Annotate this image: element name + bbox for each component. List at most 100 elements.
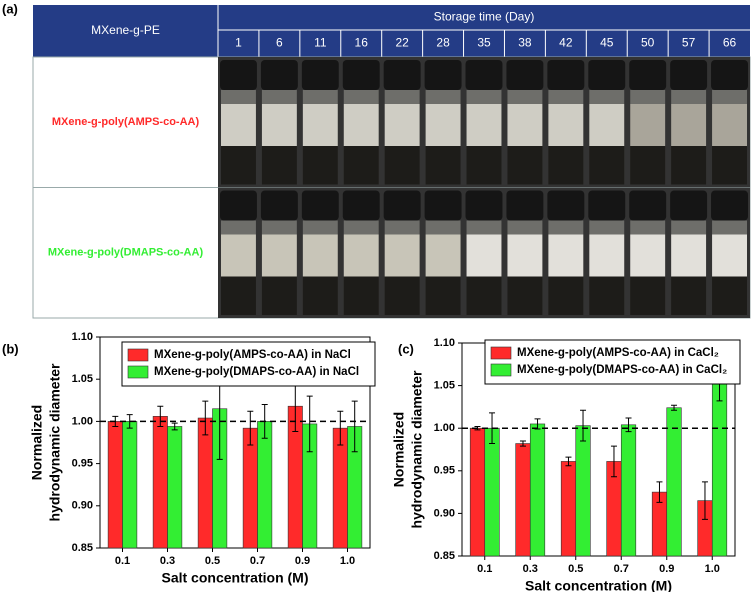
day-label: 38 bbox=[518, 36, 532, 50]
plot-frame bbox=[99, 336, 371, 549]
vial-liquid bbox=[712, 276, 747, 315]
vial-cap bbox=[260, 60, 298, 90]
bar bbox=[152, 416, 168, 549]
vial-liquid bbox=[507, 276, 543, 315]
vial-liquid bbox=[261, 146, 297, 185]
vial-liquid bbox=[425, 276, 461, 315]
vial-cap bbox=[547, 60, 585, 90]
vial-liquid bbox=[589, 146, 625, 185]
error-bar bbox=[625, 417, 632, 433]
legend-swatch bbox=[490, 363, 512, 377]
vial-headspace bbox=[302, 234, 338, 277]
y-tick-label: 1.10 bbox=[434, 337, 455, 349]
vial-headspace bbox=[343, 104, 379, 146]
vial-liquid bbox=[384, 146, 420, 185]
vial-headspace bbox=[712, 234, 747, 277]
x-tick-label: 1.0 bbox=[705, 563, 720, 575]
vial-neck bbox=[221, 220, 256, 235]
row-label: MXene-g-poly(DMAPS-co-AA) bbox=[48, 247, 204, 259]
error-bar bbox=[671, 404, 678, 411]
y-tick-label: 1.05 bbox=[72, 373, 93, 385]
bar bbox=[575, 425, 591, 557]
vial-neck bbox=[302, 220, 338, 235]
vial-cap bbox=[342, 190, 380, 221]
vial-neck bbox=[343, 90, 379, 104]
legend-swatch bbox=[127, 348, 149, 362]
vial-headspace bbox=[589, 104, 625, 146]
vial-headspace bbox=[261, 234, 297, 277]
y-axis-label: hydrodynamic diameter bbox=[409, 370, 425, 528]
vial-cap bbox=[220, 60, 257, 90]
vial-neck bbox=[630, 90, 666, 104]
day-label: 22 bbox=[395, 36, 409, 50]
panel-label: (b) bbox=[2, 341, 19, 356]
x-tick-label: 0.7 bbox=[614, 563, 629, 575]
x-tick-label: 0.3 bbox=[160, 555, 175, 567]
day-label: 16 bbox=[355, 36, 369, 50]
vial-liquid bbox=[221, 276, 256, 315]
error-bar bbox=[351, 400, 358, 453]
x-tick-label: 0.1 bbox=[115, 555, 130, 567]
vial-neck bbox=[589, 220, 625, 235]
vial-headspace bbox=[466, 104, 502, 146]
vial-cap bbox=[424, 60, 462, 90]
x-tick-label: 0.3 bbox=[523, 563, 538, 575]
panel-label: (a) bbox=[2, 1, 18, 16]
day-label: 45 bbox=[600, 36, 614, 50]
vial-neck bbox=[261, 220, 297, 235]
table-corner: MXene-g-PE bbox=[91, 23, 160, 37]
y-tick-label: 0.85 bbox=[72, 542, 93, 554]
bar bbox=[332, 427, 348, 549]
y-tick-label: 0.95 bbox=[72, 458, 93, 470]
x-tick-label: 1.0 bbox=[340, 555, 355, 567]
bar bbox=[469, 427, 486, 557]
vial-cap bbox=[711, 60, 748, 90]
legend-label: MXene-g-poly(DMAPS-co-AA) in NaCl bbox=[154, 366, 359, 378]
vial-headspace bbox=[466, 234, 502, 277]
y-tick-label: 1.05 bbox=[434, 380, 455, 392]
vial-headspace bbox=[671, 234, 707, 277]
bar bbox=[107, 421, 123, 549]
bar bbox=[122, 421, 138, 549]
vial-neck bbox=[712, 220, 747, 235]
vial-neck bbox=[671, 90, 707, 104]
vial-liquid bbox=[302, 146, 338, 185]
vial-headspace bbox=[507, 104, 543, 146]
error-bar bbox=[580, 409, 587, 442]
vial-neck bbox=[261, 90, 297, 104]
x-tick-label: 0.5 bbox=[568, 563, 583, 575]
vial-headspace bbox=[221, 234, 256, 277]
vial-liquid bbox=[589, 276, 625, 315]
y-axis-label: hydrodynamic diameter bbox=[47, 363, 63, 521]
vial-headspace bbox=[261, 104, 297, 146]
x-tick-label: 0.9 bbox=[295, 555, 310, 567]
legend-box bbox=[484, 339, 741, 385]
error-bar bbox=[519, 440, 526, 447]
vial-cap bbox=[383, 60, 421, 90]
vial-headspace bbox=[425, 104, 461, 146]
error-bar bbox=[656, 481, 663, 503]
day-label: 42 bbox=[559, 36, 573, 50]
vial-cap bbox=[342, 60, 380, 90]
error-bar bbox=[157, 405, 164, 427]
bar bbox=[560, 461, 577, 557]
vial-headspace bbox=[302, 104, 338, 146]
y-axis-label: Normalized bbox=[391, 412, 407, 487]
vial-headspace bbox=[221, 104, 256, 146]
vial-headspace bbox=[425, 234, 461, 277]
vial-neck bbox=[384, 220, 420, 235]
vial-headspace bbox=[589, 234, 625, 277]
vial-liquid bbox=[507, 146, 543, 185]
vial-headspace bbox=[548, 234, 584, 277]
vial-neck bbox=[712, 90, 747, 104]
legend-swatch bbox=[490, 346, 512, 360]
error-bar bbox=[565, 456, 572, 467]
bar bbox=[711, 375, 728, 557]
bar bbox=[529, 423, 546, 557]
vial-neck bbox=[507, 90, 543, 104]
vial-liquid bbox=[221, 146, 256, 185]
vial-liquid bbox=[630, 276, 666, 315]
vial-liquid bbox=[630, 146, 666, 185]
vial-liquid bbox=[302, 276, 338, 315]
vial-headspace bbox=[384, 234, 420, 277]
